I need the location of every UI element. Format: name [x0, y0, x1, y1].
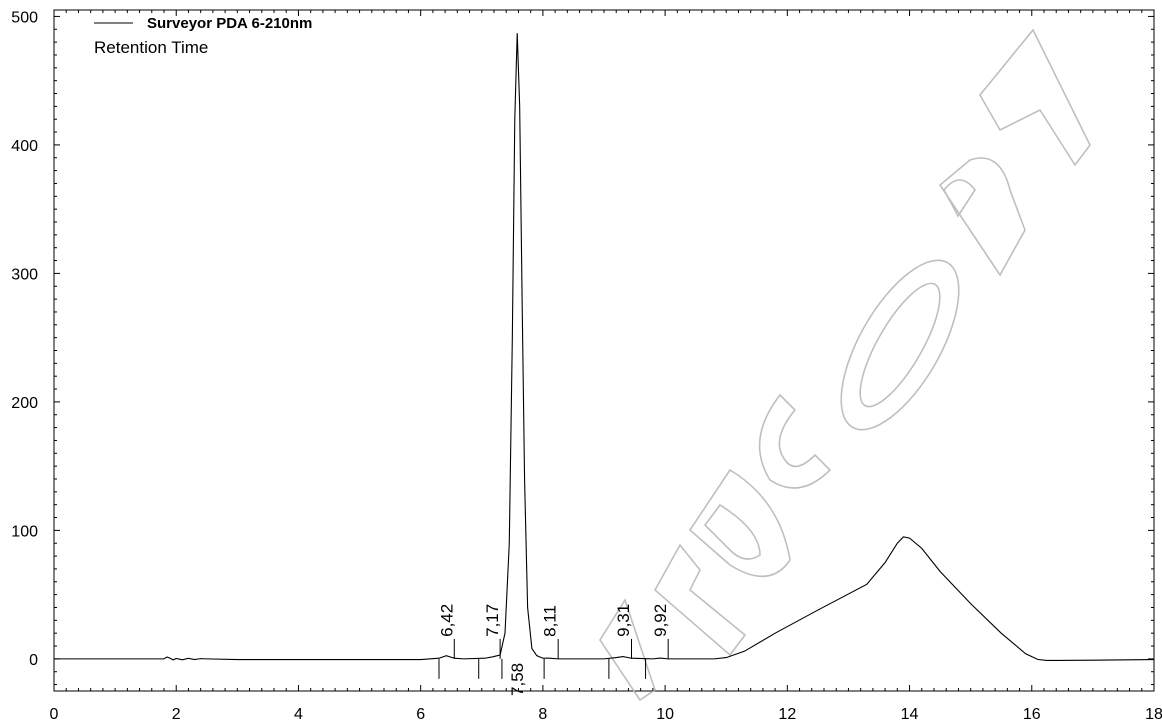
x-tick-label: 6: [416, 706, 425, 723]
x-tick-label: 16: [1023, 706, 1041, 723]
x-tick-label: 18: [1145, 706, 1162, 723]
x-tick-label: 8: [538, 706, 547, 723]
y-tick-label: 100: [11, 523, 38, 540]
x-tick-label: 2: [172, 706, 181, 723]
x-axis-tick-labels: 0 2 4 6 8 10 12 14 16 18: [50, 706, 1162, 723]
peak-label: 7,58: [508, 663, 527, 696]
integration-marks: [438, 638, 669, 679]
y-tick-label: 300: [11, 266, 38, 283]
watermark: [599, 28, 1091, 702]
series-line: [54, 33, 1155, 661]
peak-label: 6,42: [437, 604, 456, 637]
y-tick-label: 0: [29, 652, 38, 669]
peak-label: 8,11: [541, 605, 560, 637]
peak-label: 7,17: [483, 604, 502, 637]
x-tick-label: 14: [901, 706, 919, 723]
x-tick-label: 4: [294, 706, 303, 723]
x-tick-label: 0: [50, 706, 59, 723]
axis-ticks: [53, 10, 1155, 691]
peak-label: 9,31: [614, 604, 633, 637]
y-tick-label: 400: [11, 138, 38, 155]
y-tick-label: 500: [11, 9, 38, 26]
x-tick-label: 10: [656, 706, 674, 723]
legend-subtitle: Retention Time: [94, 38, 208, 57]
y-axis-tick-labels: 0 100 200 300 400 500: [11, 9, 38, 668]
peak-labels: 6,42 7,17 7,58 8,11 9,31 9,92: [437, 604, 670, 696]
y-tick-label: 200: [11, 395, 38, 412]
legend-series-name: Surveyor PDA 6-210nm: [147, 15, 312, 32]
peak-label: 9,92: [651, 604, 670, 637]
x-tick-label: 12: [778, 706, 796, 723]
